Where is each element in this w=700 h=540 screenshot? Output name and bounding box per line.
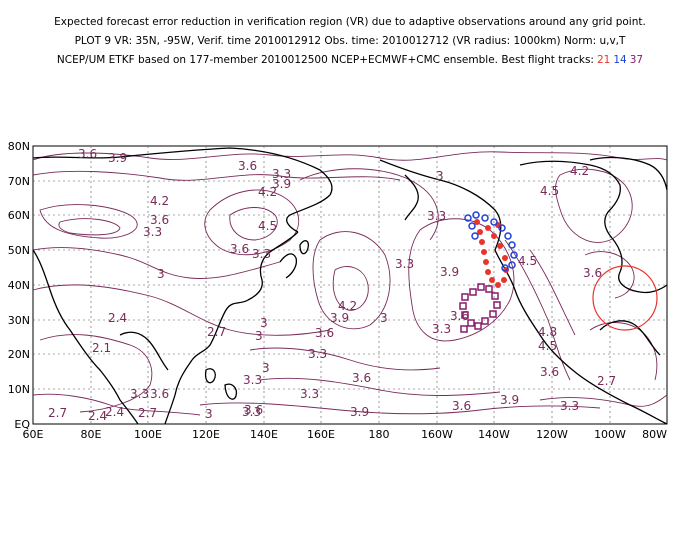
lat-label: 10N (8, 383, 30, 396)
lat-label: 80N (8, 140, 30, 153)
track-14-label: 14 (613, 54, 627, 66)
lon-label: 180 (369, 428, 390, 441)
contour-label: 2.7 (138, 406, 157, 420)
title-line-2: PLOT 9 VR: 35N, -95W, Verif. time 201001… (74, 35, 626, 47)
contour-label: 4.5 (538, 339, 557, 353)
contour-label: 3.6 (230, 242, 249, 256)
lat-label: 40N (8, 279, 30, 292)
lon-label: 100E (134, 428, 162, 441)
track-37-label: 37 (629, 54, 644, 66)
contour-label: 3 (205, 407, 213, 421)
contour-label: 3 (157, 267, 165, 281)
contour-label: 3.6 (450, 309, 469, 323)
lat-label: 20N (8, 348, 30, 361)
contour-label: 3.3 (130, 387, 149, 401)
flight-track-21 (474, 219, 509, 288)
contour-label: 4.2 (150, 194, 169, 208)
lon-label: 80E (81, 428, 102, 441)
contour-label: 2.1 (92, 341, 111, 355)
map-gridlines (33, 146, 667, 424)
contour-label: 3.6 (150, 213, 169, 227)
contour-lines (32, 151, 668, 416)
track-21-label: 21 (596, 54, 611, 66)
contour-label: 3.9 (440, 265, 459, 279)
contour-label: 4.8 (538, 325, 557, 339)
contour-labels: 3.6 3.9 4.2 3.6 3.3 3.6 3.3 4.5 4.2 3.9 … (48, 147, 616, 423)
contour-label: 3.3 (242, 405, 261, 419)
contour-label: 3.3 (252, 247, 271, 261)
contour-label: 3.6 (583, 266, 602, 280)
contour-label: 3 (380, 311, 388, 325)
lon-label: 140W (478, 428, 510, 441)
lon-label: 120W (536, 428, 568, 441)
lat-label: 60N (8, 209, 30, 222)
lat-label: 70N (8, 175, 30, 188)
contour-label: 3.3 (143, 225, 162, 239)
verification-region-circle (592, 265, 658, 331)
lat-label: 50N (8, 244, 30, 257)
contour-label: 4.2 (570, 164, 589, 178)
lon-label: 140E (250, 428, 278, 441)
contour-label: 2.4 (108, 311, 127, 325)
lon-label: 160W (421, 428, 453, 441)
contour-label: 3.3 (427, 209, 446, 223)
contour-label: 3.3 (432, 322, 451, 336)
contour-label: 3 (436, 169, 444, 183)
contour-label: 3.6 (78, 147, 97, 161)
contour-label: 4.5 (518, 254, 537, 268)
lon-label: 60E (23, 428, 44, 441)
lon-label: 100W (594, 428, 626, 441)
lat-label: EQ (14, 418, 30, 431)
contour-label: 3.9 (272, 177, 291, 191)
title-line-3: NCEP/UM ETKF based on 177-member 2010012… (0, 54, 700, 66)
contour-label: 3 (262, 361, 270, 375)
contour-label: 3.6 (150, 387, 169, 401)
longitude-labels: 60E 80E 100E 120E 140E 160E 180 160W 140… (23, 428, 668, 441)
contour-label: 2.7 (597, 374, 616, 388)
latitude-labels: 80N 70N 60N 50N 40N 30N 20N 10N EQ (8, 140, 31, 431)
lon-label: 160E (307, 428, 335, 441)
contour-label: 3.6 (244, 403, 263, 417)
lon-label: 80W (642, 428, 667, 441)
contour-label: 3.9 (350, 405, 369, 419)
lon-label: 120E (192, 428, 220, 441)
flight-track-14 (464, 211, 518, 272)
contour-label: 3.6 (540, 365, 559, 379)
contour-label: 3.6 (238, 159, 257, 173)
contour-label: 4.2 (258, 185, 277, 199)
contour-label: 2.7 (207, 325, 226, 339)
contour-label: 4.2 (338, 299, 357, 313)
title-line-3-text: NCEP/UM ETKF based on 177-member 2010012… (56, 54, 594, 66)
contour-label: 3.3 (308, 347, 327, 361)
contour-label: 3.9 (330, 311, 349, 325)
contour-label: 3 (255, 329, 263, 343)
contour-label: 3.6 (315, 326, 334, 340)
contour-label: 3.3 (300, 387, 319, 401)
contour-label: 3.6 (452, 399, 471, 413)
contour-label: 3.3 (272, 167, 291, 181)
contour-label: 3.6 (352, 371, 371, 385)
title-line-1: Expected forecast error reduction in ver… (54, 16, 646, 28)
contour-label: 3.3 (560, 399, 579, 413)
contour-label: 3.9 (500, 393, 519, 407)
contour-label: 3.3 (243, 373, 262, 387)
contour-label: 3.3 (395, 257, 414, 271)
coastlines (32, 147, 668, 425)
contour-label: 3.9 (108, 151, 127, 165)
lat-label: 30N (8, 314, 30, 327)
flight-track-37 (459, 283, 501, 333)
contour-label: 2.4 (88, 409, 107, 423)
contour-label: 4.5 (540, 184, 559, 198)
contour-label: 3 (260, 316, 268, 330)
contour-label: 2.4 (105, 405, 124, 419)
contour-label: 2.7 (48, 406, 67, 420)
contour-label: 4.5 (258, 219, 277, 233)
